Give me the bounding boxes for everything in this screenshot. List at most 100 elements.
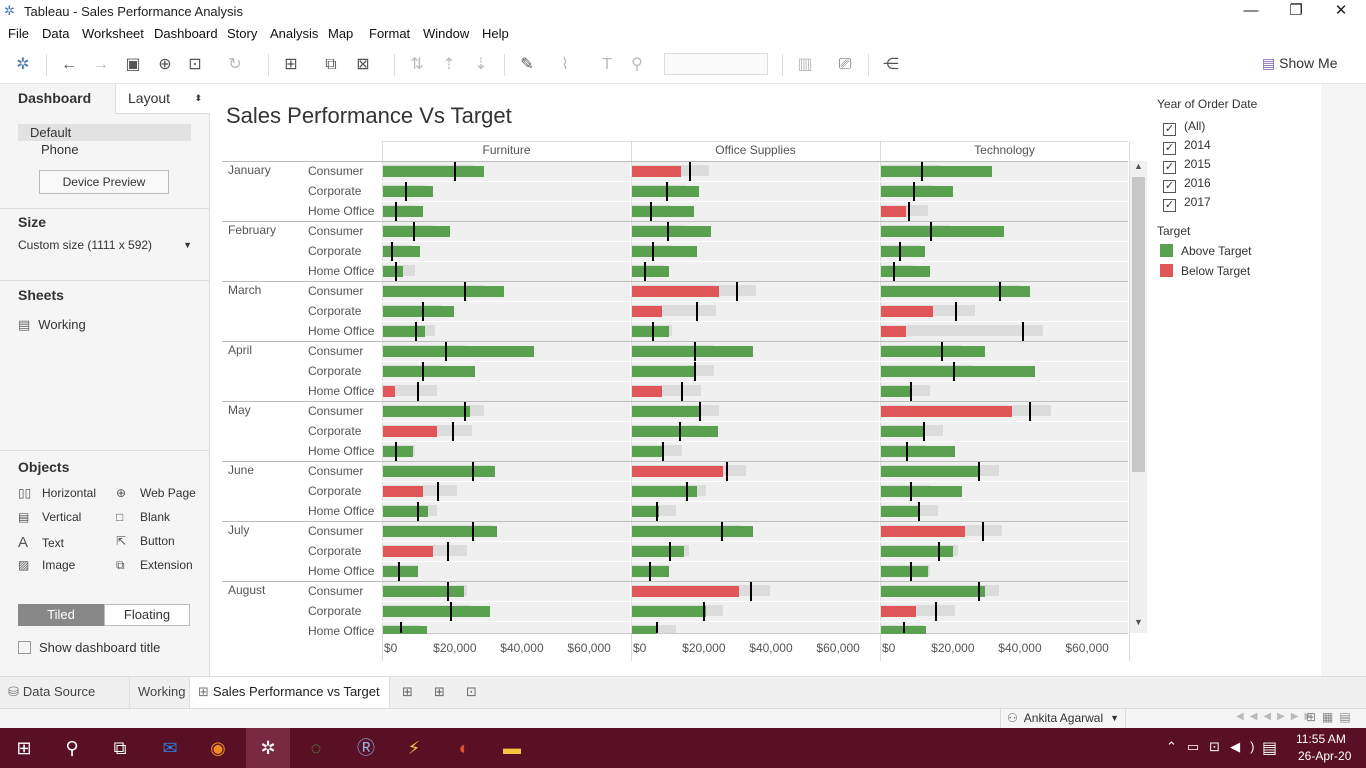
tab-data-source[interactable]: ⛁ Data Source: [0, 677, 130, 708]
sales-bar-above-target[interactable]: [632, 326, 669, 337]
sales-bar-above-target[interactable]: [632, 206, 695, 217]
sort-ascending-icon[interactable]: ⇡: [442, 56, 456, 73]
sales-bar-below-target[interactable]: [632, 286, 720, 297]
target-marker[interactable]: [399, 622, 402, 633]
tableau-taskbar-icon[interactable]: ✲: [260, 738, 276, 758]
target-marker[interactable]: [667, 222, 670, 242]
object-vertical[interactable]: ▤ Vertical: [18, 510, 81, 524]
target-marker[interactable]: [978, 462, 981, 482]
target-marker[interactable]: [414, 322, 417, 342]
target-marker[interactable]: [463, 402, 466, 422]
clear-icon[interactable]: ⊠: [356, 56, 370, 73]
sort-descending-icon[interactable]: ⇣: [474, 56, 488, 73]
sales-bar-above-target[interactable]: [881, 186, 954, 197]
presentation-mode-icon[interactable]: ⎚: [838, 56, 852, 73]
sales-bar-above-target[interactable]: [632, 266, 669, 277]
save-icon[interactable]: ▣: [125, 56, 141, 73]
floating-toggle[interactable]: Floating: [104, 604, 190, 626]
target-marker[interactable]: [471, 522, 474, 542]
target-marker[interactable]: [446, 542, 449, 562]
target-marker[interactable]: [668, 542, 671, 562]
target-marker[interactable]: [394, 202, 397, 222]
sales-bar-below-target[interactable]: [881, 206, 907, 217]
object-text[interactable]: A Text: [18, 534, 64, 551]
target-marker[interactable]: [652, 242, 655, 262]
tableau-home-icon[interactable]: ✲: [16, 56, 30, 73]
sales-bar-above-target[interactable]: [383, 186, 434, 197]
target-marker[interactable]: [680, 382, 683, 402]
target-marker[interactable]: [679, 422, 681, 442]
target-marker[interactable]: [934, 602, 937, 622]
size-dropdown[interactable]: Custom size (1111 x 592) ▼: [18, 238, 194, 256]
target-marker[interactable]: [665, 182, 668, 202]
sales-bar-above-target[interactable]: [383, 586, 464, 597]
sales-bar-above-target[interactable]: [383, 166, 484, 177]
target-marker[interactable]: [391, 242, 394, 262]
restore-button[interactable]: ❐: [1289, 2, 1303, 19]
target-marker[interactable]: [685, 482, 688, 502]
object-blank[interactable]: □ Blank: [116, 510, 170, 524]
sales-bar-below-target[interactable]: [881, 526, 965, 537]
file-explorer-icon[interactable]: ▬: [503, 738, 521, 758]
menu-story[interactable]: Story: [227, 26, 258, 41]
tab-dashboard[interactable]: Dashboard: [0, 84, 115, 114]
sales-bar-below-target[interactable]: [881, 606, 917, 617]
sales-bar-above-target[interactable]: [881, 506, 918, 517]
sales-bar-above-target[interactable]: [383, 626, 427, 634]
fit-dropdown[interactable]: [664, 53, 768, 75]
menu-data[interactable]: Data: [42, 26, 70, 41]
redo-icon[interactable]: →: [93, 56, 109, 73]
sales-bar-above-target[interactable]: [881, 346, 986, 357]
year-filter-2016[interactable]: ✓ 2016: [1163, 176, 1211, 193]
sales-bar-above-target[interactable]: [632, 246, 698, 257]
device-preview-button[interactable]: Device Preview: [39, 170, 169, 194]
target-marker[interactable]: [421, 302, 424, 322]
year-filter-2017[interactable]: ✓ 2017: [1163, 195, 1211, 212]
target-marker[interactable]: [416, 382, 419, 402]
task-view-icon[interactable]: ⧉: [113, 738, 127, 758]
target-marker[interactable]: [652, 322, 655, 342]
sales-bar-above-target[interactable]: [632, 626, 658, 634]
sales-bar-above-target[interactable]: [881, 266, 930, 277]
sales-bar-above-target[interactable]: [383, 246, 420, 257]
target-marker[interactable]: [909, 562, 912, 582]
sales-bar-above-target[interactable]: [881, 446, 955, 457]
target-marker[interactable]: [1028, 402, 1031, 422]
sales-bar-below-target[interactable]: [632, 466, 723, 477]
object-image[interactable]: ▨ Image: [18, 558, 75, 572]
object-horizontal[interactable]: ▯▯ Horizontal: [18, 486, 96, 500]
menu-worksheet[interactable]: Worksheet: [82, 26, 144, 41]
notification-icon[interactable]: ▤: [1262, 740, 1278, 757]
target-marker[interactable]: [941, 342, 944, 362]
duplicate-icon[interactable]: ⧉: [325, 56, 337, 73]
fix-axes-icon[interactable]: ⚲: [631, 56, 643, 73]
firefox-icon[interactable]: ◉: [210, 738, 226, 758]
sales-bar-below-target[interactable]: [881, 306, 934, 317]
target-marker[interactable]: [907, 202, 910, 222]
target-marker[interactable]: [648, 562, 651, 582]
sales-bar-above-target[interactable]: [632, 486, 698, 497]
sales-bar-above-target[interactable]: [881, 586, 986, 597]
target-marker[interactable]: [655, 622, 658, 633]
menu-map[interactable]: Map: [328, 26, 354, 41]
sales-bar-below-target[interactable]: [383, 426, 437, 437]
menu-analysis[interactable]: Analysis: [270, 26, 319, 41]
target-marker[interactable]: [413, 222, 416, 242]
sales-bar-above-target[interactable]: [632, 446, 663, 457]
windows-start-icon[interactable]: ⊞: [16, 738, 32, 758]
sales-bar-above-target[interactable]: [881, 246, 925, 257]
sales-bar-below-target[interactable]: [383, 546, 434, 557]
target-marker[interactable]: [451, 422, 454, 442]
refresh-app-icon[interactable]: ◌: [310, 738, 322, 758]
target-marker[interactable]: [953, 362, 956, 382]
sales-bar-above-target[interactable]: [881, 166, 992, 177]
target-marker[interactable]: [929, 222, 932, 242]
target-marker[interactable]: [921, 162, 924, 182]
sales-bar-above-target[interactable]: [881, 386, 912, 397]
tab-layout[interactable]: Layout ⬍: [115, 84, 210, 114]
target-marker[interactable]: [416, 502, 419, 522]
sales-bar-above-target[interactable]: [881, 486, 962, 497]
scroll-down-icon[interactable]: ▼: [1134, 617, 1143, 627]
target-marker[interactable]: [655, 502, 658, 522]
sales-bar-above-target[interactable]: [632, 426, 718, 437]
